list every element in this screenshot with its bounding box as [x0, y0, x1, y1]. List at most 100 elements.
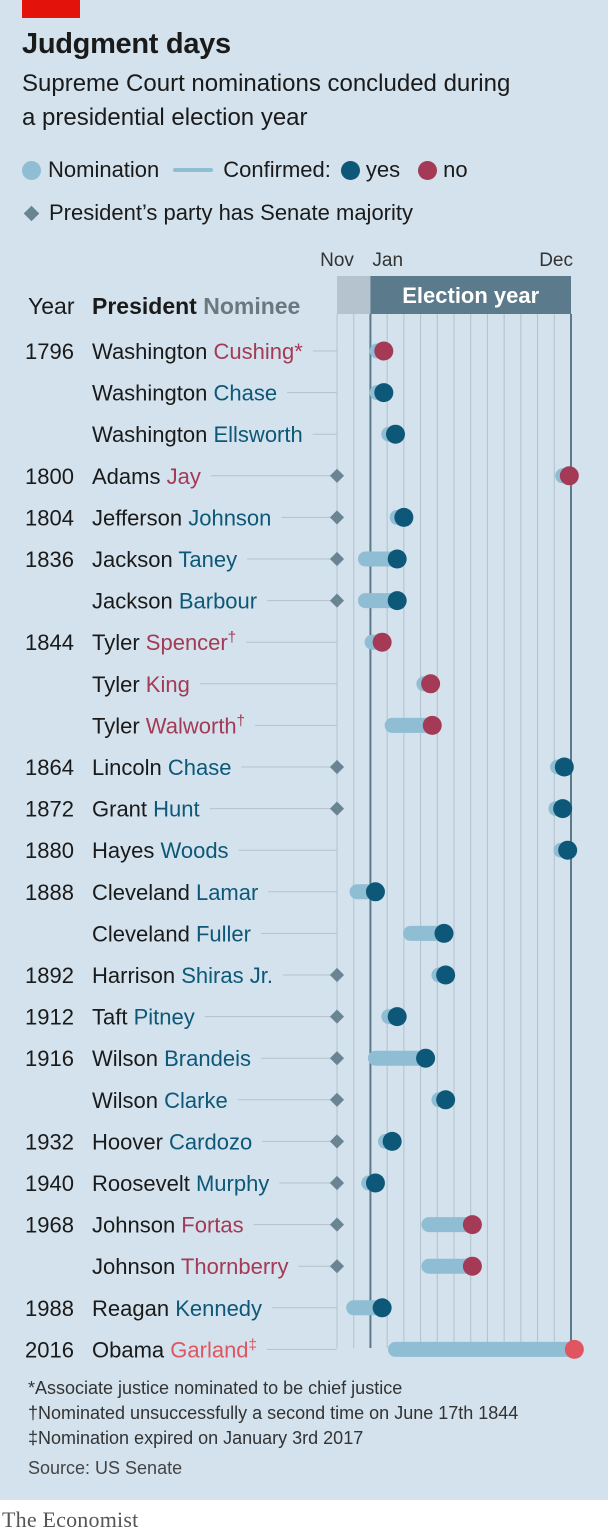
footnote-dagger: †Nominated unsuccessfully a second time … [28, 1403, 519, 1423]
axis-tick-label: Dec [539, 250, 573, 271]
outcome-dot [387, 1007, 407, 1027]
row-label: Roosevelt Murphy [92, 1171, 269, 1196]
row-label: Lincoln Chase [92, 755, 231, 780]
legend-majority-label: President’s party has Senate majority [49, 200, 413, 225]
row-year: 1940 [25, 1171, 74, 1196]
chart-subtitle-line1: Supreme Court nominations concluded duri… [22, 70, 511, 97]
majority-diamond [329, 468, 345, 483]
outcome-dot [436, 965, 456, 985]
row-label: Jackson Taney [92, 547, 237, 572]
chart-title: Judgment days [22, 28, 231, 60]
axis-tick-label: Jan [372, 250, 403, 271]
brand-red-bar [22, 0, 80, 18]
row-label: Washington Chase [92, 381, 277, 406]
outcome-dot [374, 383, 394, 403]
majority-diamond [329, 1217, 345, 1232]
outcome-dot [554, 757, 574, 777]
outcome-dot [365, 882, 385, 902]
row-year: 1888 [25, 880, 74, 905]
outcome-dot [386, 424, 405, 444]
row-year: 1836 [25, 547, 74, 572]
row-label: Washington Cushing* [92, 339, 303, 364]
row-year: 1988 [25, 1296, 74, 1321]
footnote-star: *Associate justice nominated to be chief… [28, 1378, 403, 1398]
row-label: Taft Pitney [92, 1005, 195, 1030]
outcome-dot [462, 1256, 482, 1276]
majority-diamond [329, 1051, 345, 1066]
outcome-dot [462, 1215, 482, 1235]
row-label: Cleveland Lamar [92, 880, 258, 905]
range-dot-chart: Election year Nov Jan Dec Year President Nomi… [25, 250, 584, 1362]
outcome-dot [421, 674, 441, 694]
majority-diamond [329, 1009, 345, 1024]
row-label: Tyler Spencer† [92, 629, 236, 655]
row-year: 2016 [25, 1337, 74, 1362]
row-label: Hoover Cardozo [92, 1129, 252, 1154]
outcome-dot [558, 840, 578, 860]
column-header-year: Year [28, 293, 75, 319]
row-year: 1864 [25, 755, 74, 780]
outcome-dot [559, 466, 579, 486]
row-label: Hayes Woods [92, 838, 229, 863]
row-label: Jackson Barbour [92, 589, 257, 614]
legend-nomination-label: Nomination [48, 157, 160, 182]
legend-yes-label: yes [365, 157, 401, 182]
outcome-dot [436, 1090, 456, 1110]
row-year: 1892 [25, 963, 74, 988]
axis-tick-label: Nov [320, 250, 354, 271]
legend-majority-diamond [23, 205, 40, 221]
legend-no-label: no [443, 157, 468, 182]
pre-year-band [337, 276, 371, 314]
band-label: Election year [402, 283, 539, 308]
footnote-ddagger: ‡Nomination expired on January 3rd 2017 [28, 1428, 364, 1448]
row-year: 1968 [25, 1213, 74, 1238]
row-label: Johnson Fortas [92, 1213, 244, 1238]
majority-diamond [329, 1175, 345, 1191]
outcome-dot [374, 341, 394, 361]
legend-confirmed-label: Confirmed: [223, 157, 331, 182]
row-label: Reagan Kennedy [92, 1296, 262, 1321]
row-year: 1932 [25, 1129, 74, 1154]
outcome-dot [422, 715, 442, 735]
outcome-dot [553, 799, 573, 819]
source-note: Source: US Senate [28, 1458, 183, 1478]
row-year: 1796 [25, 339, 74, 364]
row-year: 1800 [25, 464, 74, 489]
row-year: 1916 [25, 1046, 74, 1071]
legend-yes-dot [340, 160, 360, 180]
legend-row-2: President’s party has Senate majority [22, 200, 413, 226]
election-year-band [370, 276, 571, 314]
row-year: 1804 [25, 505, 74, 530]
outcome-dot [387, 549, 407, 569]
row-label: Grant Hunt [92, 797, 200, 822]
outcome-dot [434, 923, 454, 943]
row-year: 1844 [25, 630, 74, 655]
outcome-dot [387, 591, 407, 611]
majority-diamond [329, 1134, 345, 1149]
row-label: Cleveland Fuller [92, 921, 251, 946]
outcome-dot [382, 1131, 402, 1151]
row-label: Tyler Walworth† [92, 712, 245, 738]
row-year: 1872 [25, 797, 74, 822]
majority-diamond [329, 593, 345, 608]
row-year: 1912 [25, 1005, 74, 1030]
column-header-president-nominee: President Nominee [92, 293, 300, 319]
outcome-dot [372, 1298, 392, 1318]
majority-diamond [329, 967, 345, 983]
outcome-dot [365, 1173, 385, 1193]
legend-nomination-dot [22, 160, 41, 180]
chart-panel [0, 0, 608, 1500]
legend-no-dot [418, 160, 438, 180]
brand-logo: The Economist [2, 1507, 139, 1532]
majority-diamond [329, 510, 345, 525]
row-label: Wilson Clarke [92, 1088, 228, 1113]
legend-row-1: Nomination Confirmed: yes no [22, 157, 468, 183]
row-label: Jefferson Johnson [92, 505, 271, 530]
row-label: Wilson Brandeis [92, 1046, 251, 1071]
outcome-dot [394, 507, 414, 527]
legend-nomination-dash [173, 168, 214, 172]
chart-subtitle-line2: a presidential election year [22, 104, 308, 131]
row-label: Adams Jay [92, 464, 201, 489]
row-label: Tyler King [92, 672, 190, 697]
majority-diamond [329, 1092, 345, 1107]
